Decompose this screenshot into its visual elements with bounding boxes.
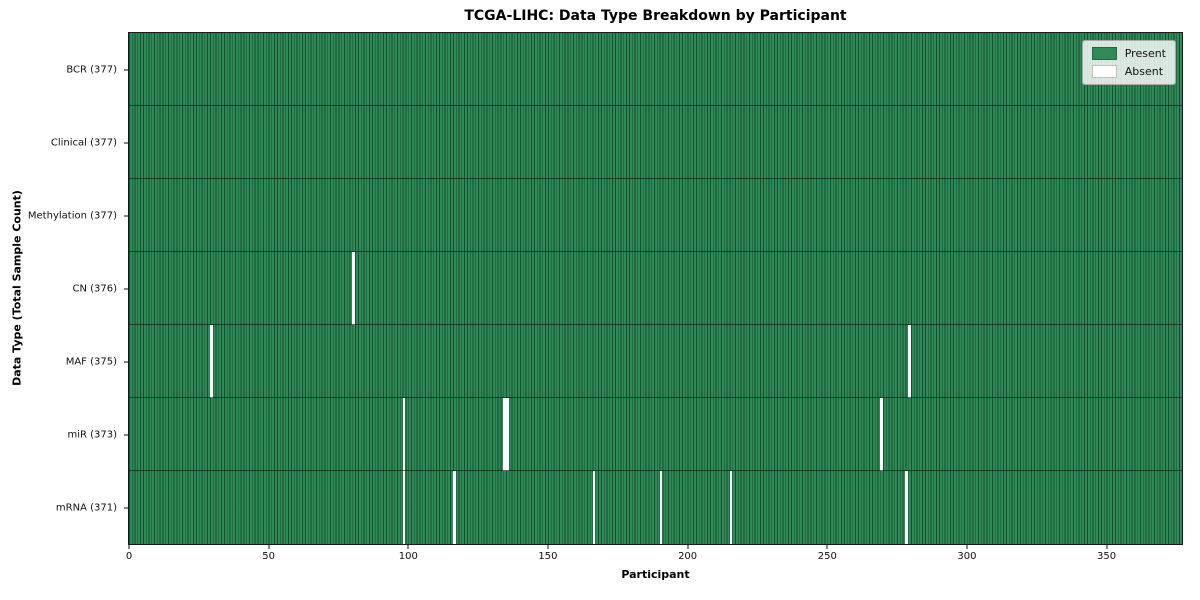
ytick-mark <box>124 288 128 289</box>
absent-cell-miR-135 <box>506 398 509 471</box>
ytick-label-CN: CN (376) <box>72 283 117 294</box>
xtick-label-0: 0 <box>125 551 133 562</box>
ytick-mark <box>124 142 128 143</box>
heatmap-row-BCR <box>129 33 1182 106</box>
heatmap-row-miR <box>129 397 1182 471</box>
xtick-label-300: 300 <box>957 551 977 562</box>
present-swatch-icon <box>1091 47 1117 60</box>
xtick-label-200: 200 <box>678 551 698 562</box>
legend-label-present: Present <box>1124 47 1166 60</box>
heatmap-row-CN <box>129 251 1182 325</box>
absent-cell-mRNA-278 <box>905 471 909 544</box>
chart-title: TCGA-LIHC: Data Type Breakdown by Partic… <box>464 8 847 24</box>
xtick-mark <box>268 545 270 549</box>
ytick-label-BCR: BCR (377) <box>66 64 117 75</box>
absent-cell-mRNA-166 <box>592 471 596 544</box>
xtick-label-100: 100 <box>398 551 418 562</box>
absent-cell-MAF-279 <box>908 325 911 398</box>
ytick-label-mRNA: mRNA (371) <box>55 502 117 513</box>
ytick-mark <box>124 434 128 435</box>
absent-cell-CN-80 <box>352 252 356 325</box>
absent-cell-miR-269 <box>880 398 883 471</box>
xtick-mark <box>407 545 409 549</box>
xtick-mark <box>826 545 828 549</box>
x-axis-label: Participant <box>621 568 690 581</box>
legend-item-present: Present <box>1091 47 1166 60</box>
ytick-mark <box>124 215 128 216</box>
xtick-mark <box>687 545 689 549</box>
heatmap-row-Clinical <box>129 105 1182 179</box>
heatmap-row-mRNA <box>129 470 1182 544</box>
ytick-label-Clinical: Clinical (377) <box>50 137 117 148</box>
heatmap-row-MAF <box>129 324 1182 398</box>
plot-area: Present Absent <box>128 32 1183 545</box>
ytick-mark <box>124 361 128 362</box>
absent-cell-mRNA-116 <box>453 471 456 544</box>
ytick-label-miR: miR (373) <box>67 429 117 440</box>
xtick-label-150: 150 <box>538 551 558 562</box>
xtick-mark <box>1106 545 1108 549</box>
xtick-mark <box>966 545 968 549</box>
ytick-mark <box>124 69 128 70</box>
legend: Present Absent <box>1081 40 1176 85</box>
ytick-label-Methylation: Methylation (377) <box>27 210 117 221</box>
ytick-mark <box>124 507 128 508</box>
absent-cell-mRNA-215 <box>729 471 733 544</box>
heatmap-row-Methylation <box>129 178 1182 252</box>
absent-cell-miR-98 <box>402 398 406 471</box>
xtick-label-350: 350 <box>1097 551 1117 562</box>
absent-cell-miR-134 <box>503 398 506 471</box>
absent-cell-mRNA-98 <box>402 471 406 544</box>
legend-label-absent: Absent <box>1124 65 1164 78</box>
absent-swatch-icon <box>1091 65 1117 78</box>
xtick-label-250: 250 <box>817 551 837 562</box>
absent-cell-mRNA-190 <box>659 471 663 544</box>
ytick-label-MAF: MAF (375) <box>65 356 117 367</box>
xtick-mark <box>547 545 549 549</box>
legend-item-absent: Absent <box>1091 65 1166 78</box>
xtick-label-50: 50 <box>262 551 276 562</box>
absent-cell-MAF-29 <box>210 325 213 398</box>
xtick-mark <box>128 545 130 549</box>
y-axis-label: Data Type (Total Sample Count) <box>10 190 24 386</box>
